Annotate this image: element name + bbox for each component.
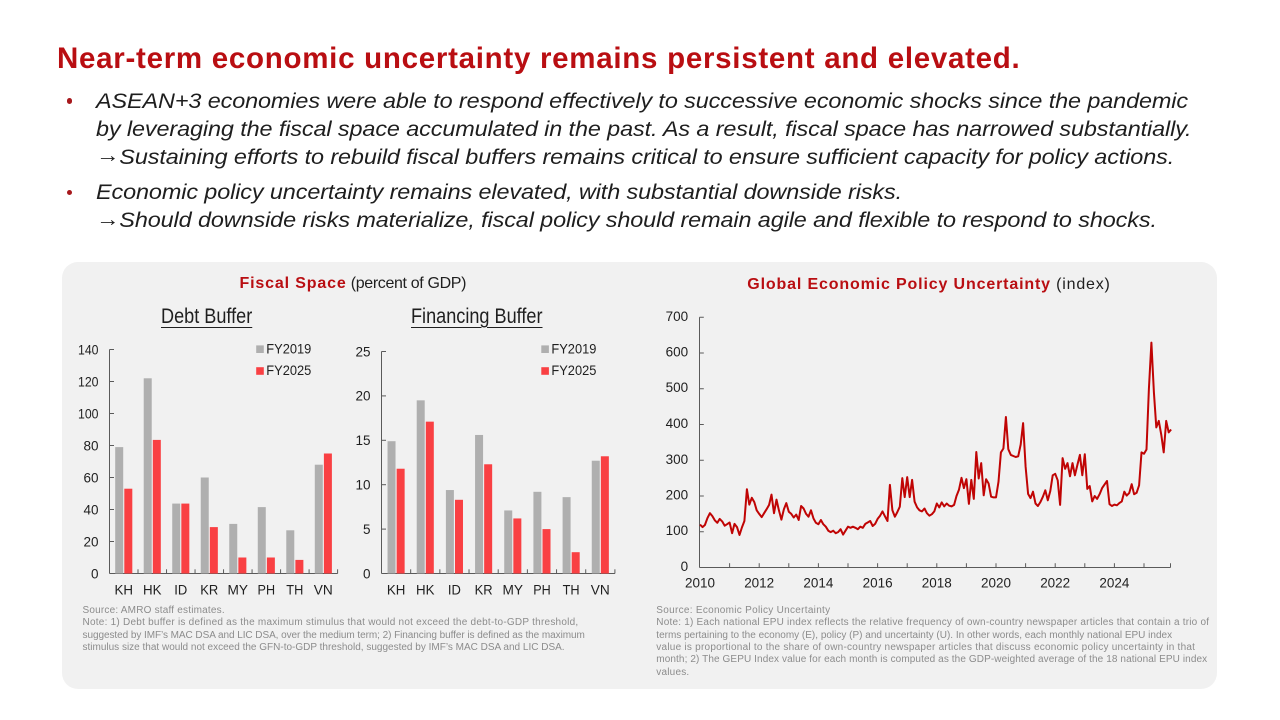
svg-text:TH: TH xyxy=(563,582,580,598)
svg-text:KH: KH xyxy=(115,582,134,598)
svg-text:FY2025: FY2025 xyxy=(266,363,311,378)
svg-text:2022: 2022 xyxy=(1040,576,1070,591)
svg-text:0: 0 xyxy=(681,559,689,574)
svg-text:2018: 2018 xyxy=(922,576,952,591)
svg-text:KR: KR xyxy=(200,582,218,598)
svg-text:KH: KH xyxy=(387,582,406,598)
svg-text:PH: PH xyxy=(533,582,551,598)
svg-text:60: 60 xyxy=(83,470,98,485)
svg-text:FY2019: FY2019 xyxy=(266,342,311,357)
svg-text:MY: MY xyxy=(503,582,524,598)
svg-text:PH: PH xyxy=(258,582,276,598)
svg-text:300: 300 xyxy=(666,452,689,467)
svg-text:FY2019: FY2019 xyxy=(551,342,596,357)
svg-text:20: 20 xyxy=(355,389,370,404)
svg-text:2012: 2012 xyxy=(744,576,774,591)
svg-text:140: 140 xyxy=(78,342,99,357)
svg-text:KR: KR xyxy=(475,582,493,598)
svg-text:40: 40 xyxy=(83,502,98,517)
svg-text:2016: 2016 xyxy=(863,576,893,591)
svg-text:5: 5 xyxy=(363,522,371,537)
svg-text:100: 100 xyxy=(78,406,99,421)
svg-text:VN: VN xyxy=(314,582,333,598)
svg-text:100: 100 xyxy=(666,523,689,538)
svg-text:15: 15 xyxy=(355,433,370,448)
svg-text:25: 25 xyxy=(355,344,370,359)
svg-text:500: 500 xyxy=(666,380,689,395)
svg-text:600: 600 xyxy=(666,345,689,360)
svg-text:0: 0 xyxy=(91,566,99,581)
svg-text:80: 80 xyxy=(83,438,98,453)
svg-text:200: 200 xyxy=(666,488,689,503)
svg-text:FY2025: FY2025 xyxy=(551,363,596,378)
svg-text:120: 120 xyxy=(78,374,99,389)
svg-text:10: 10 xyxy=(355,478,370,493)
svg-text:400: 400 xyxy=(666,416,689,431)
svg-text:HK: HK xyxy=(143,582,162,598)
svg-text:MY: MY xyxy=(228,582,249,598)
svg-text:2010: 2010 xyxy=(685,576,715,591)
svg-text:ID: ID xyxy=(174,582,187,598)
svg-text:TH: TH xyxy=(286,582,303,598)
svg-text:VN: VN xyxy=(591,582,610,598)
svg-text:2020: 2020 xyxy=(981,576,1011,591)
svg-text:ID: ID xyxy=(448,582,461,598)
svg-text:HK: HK xyxy=(416,582,435,598)
svg-text:2014: 2014 xyxy=(803,576,833,591)
svg-text:0: 0 xyxy=(363,566,371,581)
svg-text:2024: 2024 xyxy=(1099,576,1129,591)
svg-text:20: 20 xyxy=(83,534,98,549)
svg-text:700: 700 xyxy=(666,309,689,324)
